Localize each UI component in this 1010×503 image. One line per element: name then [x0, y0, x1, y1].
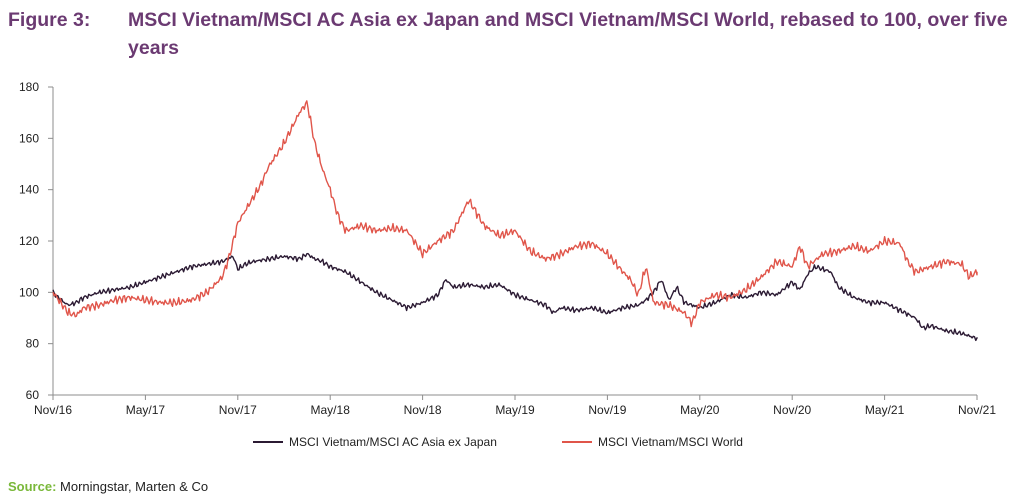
chart-legend: MSCI Vietnam/MSCI AC Asia ex Japan MSCI V… [253, 435, 743, 449]
x-tick-label: May/21 [865, 403, 905, 417]
x-tick-label: Nov/18 [404, 403, 442, 417]
source-label: Source: [8, 479, 57, 494]
chart-axes: 60 80 100 120 140 160 180 Nov/16 May/17 Nov/17 May… [19, 80, 996, 417]
y-tick-label: 80 [26, 337, 40, 351]
chart-series [52, 100, 978, 342]
y-tick-label: 180 [19, 80, 39, 94]
x-tick-label: May/17 [126, 403, 166, 417]
x-tick-label: May/18 [311, 403, 351, 417]
series-line [52, 252, 978, 342]
y-tick-label: 160 [19, 131, 39, 145]
legend-label: MSCI Vietnam/MSCI World [598, 435, 743, 449]
source-note: Source: Morningstar, Marten & Co [8, 479, 208, 494]
y-tick-label: 60 [26, 388, 40, 402]
x-tick-label: Nov/20 [773, 403, 811, 417]
figure-title-text: MSCI Vietnam/MSCI AC Asia ex Japan and M… [128, 9, 1008, 59]
y-tick-label: 120 [19, 234, 39, 248]
x-tick-label: Nov/19 [588, 403, 626, 417]
x-tick-label: Nov/16 [34, 403, 72, 417]
x-tick-label: Nov/21 [958, 403, 996, 417]
x-tick-label: Nov/17 [219, 403, 257, 417]
y-tick-label: 140 [19, 183, 39, 197]
legend-label: MSCI Vietnam/MSCI AC Asia ex Japan [289, 435, 497, 449]
x-tick-label: May/19 [495, 403, 535, 417]
figure-label: Figure 3: [8, 9, 91, 31]
series-line [52, 100, 978, 328]
source-text: Morningstar, Marten & Co [60, 479, 209, 494]
y-tick-label: 100 [19, 285, 39, 299]
x-tick-label: May/20 [680, 403, 720, 417]
